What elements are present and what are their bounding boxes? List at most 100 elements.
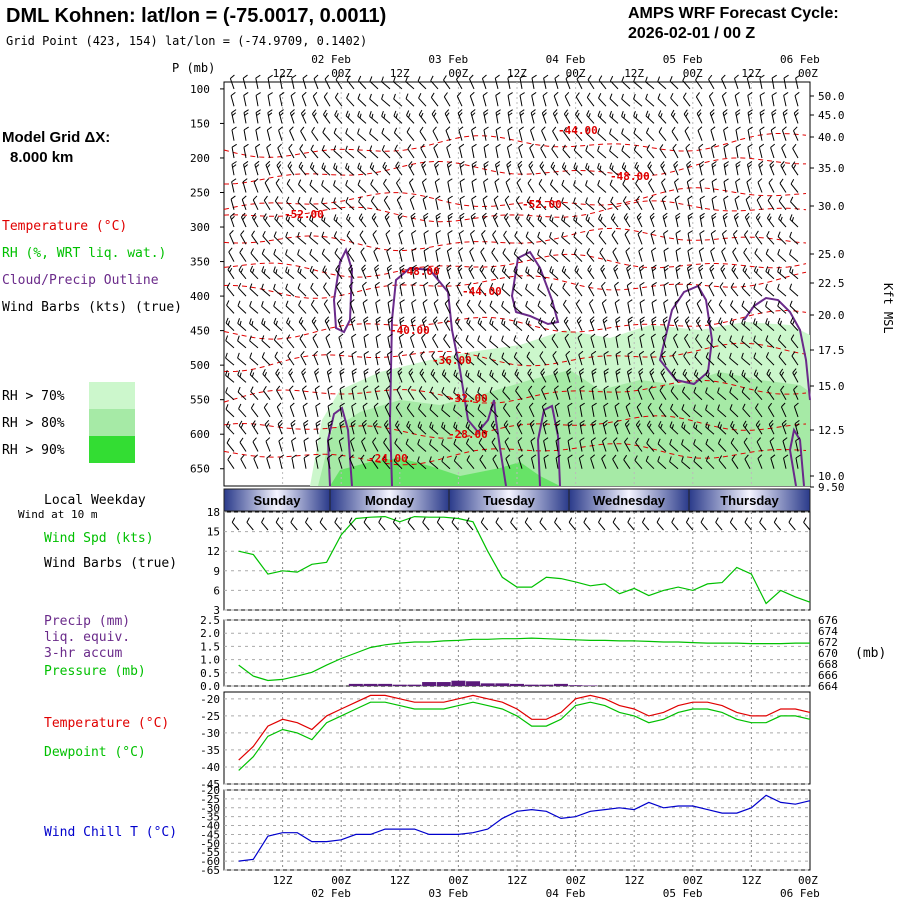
wind-barb <box>661 178 667 193</box>
wind-barb-staff <box>469 95 475 107</box>
wind-barb-staff <box>552 130 559 141</box>
wind-barb <box>674 299 680 314</box>
wind-barb-staff <box>290 95 295 107</box>
wind-barb-feather <box>430 368 435 375</box>
grid-point-subtitle: Grid Point (423, 154) lat/lon = (-74.970… <box>6 34 367 48</box>
wind-barb-feather <box>261 248 265 254</box>
wind-barb-feather <box>311 316 316 322</box>
wind-barb-feather <box>501 265 505 272</box>
top-time-label: 00Z <box>683 67 703 80</box>
wind-barb <box>549 197 559 211</box>
wind-barb-feather <box>636 164 640 170</box>
wind-barb-staff <box>721 233 727 245</box>
wind-barb-staff <box>481 78 487 90</box>
wind-barb <box>335 74 343 90</box>
wind-barb-staff <box>765 305 775 314</box>
wind-barb <box>300 350 307 366</box>
wind-barb-staff <box>588 286 595 297</box>
wind-barb-feather <box>793 371 798 376</box>
wind-barb-feather <box>374 385 380 390</box>
wind-barb-staff <box>369 115 379 124</box>
wind-barb-feather <box>273 317 277 324</box>
wind-barb-staff <box>610 218 619 228</box>
wind-barb <box>408 161 415 176</box>
wind-barb-feather <box>387 350 393 355</box>
wind-barb <box>687 212 693 228</box>
wind-barb-staff <box>597 167 607 176</box>
wind-barb-feather <box>743 247 748 253</box>
wind-barb-feather <box>741 283 746 289</box>
wind-barb-staff <box>658 407 667 418</box>
wind-barb-feather <box>350 316 356 321</box>
wind-barb <box>705 352 715 366</box>
wind-barb-feather <box>301 91 307 97</box>
wind-barb-feather <box>314 385 320 390</box>
wind-barb-staff <box>674 199 679 210</box>
wind-barb <box>471 143 477 159</box>
wind-barb-feather <box>459 195 465 200</box>
wind-barb-feather <box>682 368 686 375</box>
wind-barb <box>405 93 415 107</box>
wind-barb-staff <box>682 373 691 383</box>
wind-barb-feather <box>261 283 264 290</box>
wind-barb-staff <box>289 130 295 141</box>
wind-barb-feather <box>423 281 429 286</box>
altitude-axis-title: Kft MSL <box>881 283 895 334</box>
wind-barb <box>670 109 679 124</box>
cross-section-panel: -44.00-48.00-52.00-52.00-48.00-44.00-40.… <box>223 74 811 487</box>
wind-barb <box>790 178 799 193</box>
wind-barb-staff <box>311 113 319 124</box>
wind-barb-staff <box>686 285 691 297</box>
wind-barb-feather <box>549 179 554 185</box>
wind-barb <box>434 160 440 176</box>
wind-barb-feather <box>481 230 486 235</box>
wind-barb-feather <box>660 161 665 166</box>
wind-barb-feather <box>407 385 412 391</box>
wind-barb-staff <box>351 371 355 383</box>
wind-barb-staff <box>285 236 295 245</box>
wind-barb-staff <box>575 96 583 107</box>
wind-barb-staff <box>313 354 319 366</box>
wind-barb-staff <box>777 236 787 245</box>
wind-barb-staff <box>765 271 775 280</box>
wind-barb-feather <box>663 319 668 324</box>
wind-barb-feather <box>789 283 793 289</box>
top-date-label: 06 Feb <box>780 53 820 66</box>
wind-barb <box>443 75 451 90</box>
wind-barb-feather <box>321 145 325 151</box>
wind-barb-feather <box>265 160 271 166</box>
wind-barb-staff <box>539 355 547 366</box>
wind-barb <box>681 404 691 418</box>
wind-barb-staff <box>674 302 679 314</box>
wind-barb-staff <box>243 129 247 141</box>
wind-barb-feather <box>693 387 697 393</box>
wind-barb-staff <box>729 374 739 383</box>
wind-barb-feather <box>369 111 372 117</box>
wind-barb <box>746 178 752 193</box>
wind-barb-feather <box>664 267 669 272</box>
wind-barb-feather <box>597 145 600 152</box>
wind-barb <box>422 195 428 210</box>
wind-barb-staff <box>563 131 571 141</box>
wind-barb <box>386 247 392 262</box>
wind-barb-staff <box>321 184 331 193</box>
wind-barb-staff <box>229 234 235 245</box>
wind-barb <box>789 231 799 245</box>
wind-barb-staff <box>393 115 403 124</box>
wind-barb-staff <box>483 147 487 159</box>
wind-barb-staff <box>458 130 463 141</box>
wind-barb <box>399 299 405 314</box>
wind-barb-staff <box>301 389 307 400</box>
altitude-tick-label: 9.50 <box>818 481 845 494</box>
wind-barb-feather <box>741 335 744 341</box>
wind-barb-staff <box>767 407 775 418</box>
wind-barb <box>575 92 583 107</box>
wind-barb-feather <box>381 76 384 82</box>
wind-barb-feather <box>597 197 601 203</box>
wind-barb-feather <box>412 267 417 272</box>
wind-barb-staff <box>771 77 775 89</box>
wind-barb <box>705 404 715 418</box>
wind-barb-feather <box>273 249 277 255</box>
wind-barb-staff <box>699 233 703 245</box>
wind-barb <box>552 109 559 124</box>
